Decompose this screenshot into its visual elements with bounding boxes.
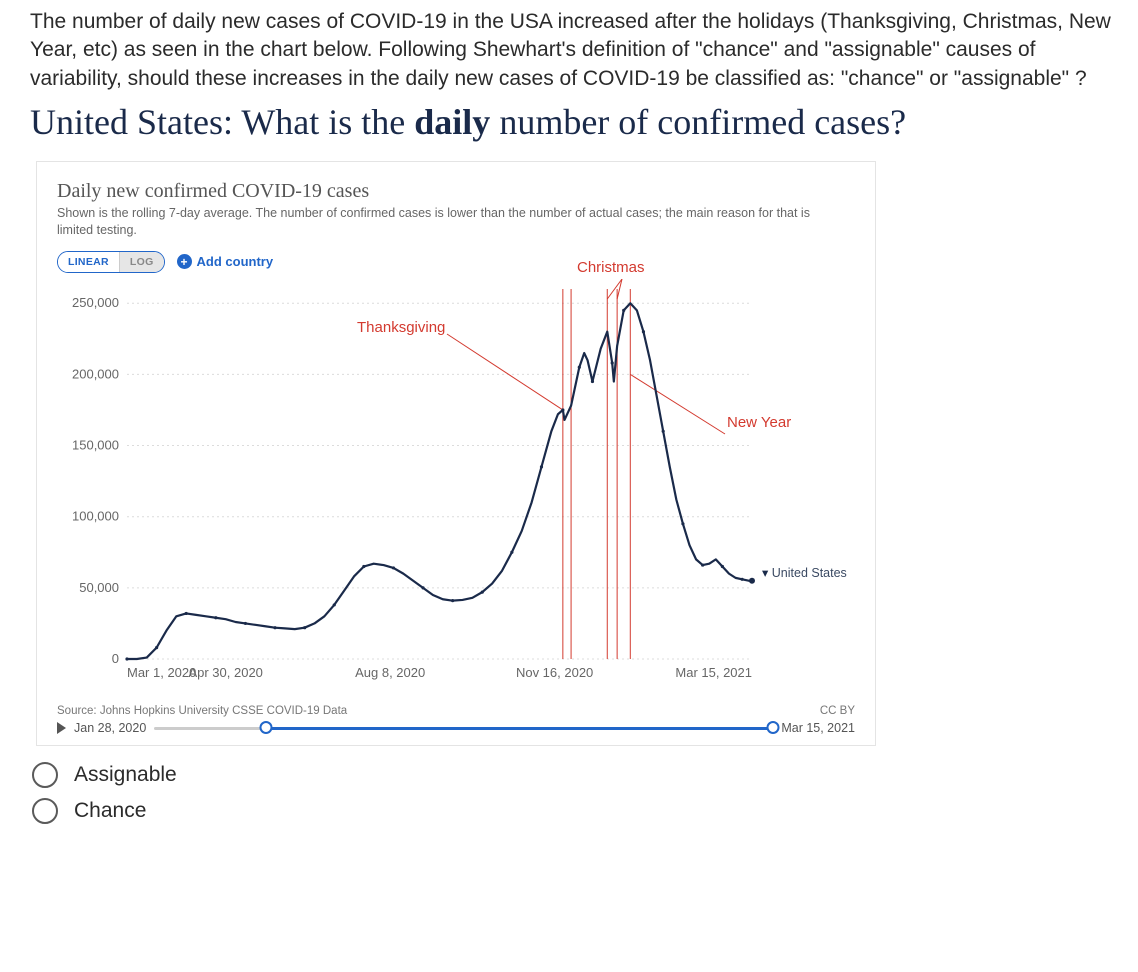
title-suffix: number of confirmed cases? bbox=[490, 102, 906, 142]
time-slider: Jan 28, 2020 Mar 15, 2021 bbox=[57, 721, 855, 735]
svg-text:50,000: 50,000 bbox=[79, 580, 119, 595]
svg-text:Nov 16, 2020: Nov 16, 2020 bbox=[516, 665, 593, 680]
annot-thanksgiving: Thanksgiving bbox=[357, 319, 445, 336]
svg-text:200,000: 200,000 bbox=[72, 366, 119, 381]
svg-text:0: 0 bbox=[112, 651, 119, 666]
svg-text:Mar 1, 2020: Mar 1, 2020 bbox=[127, 665, 196, 680]
answer-options: Assignable Chance bbox=[32, 762, 1118, 824]
svg-text:Apr 30, 2020: Apr 30, 2020 bbox=[188, 665, 262, 680]
slider-track[interactable] bbox=[154, 721, 773, 735]
chart-main-title: United States: What is the daily number … bbox=[30, 101, 1118, 143]
slider-start-label: Jan 28, 2020 bbox=[74, 721, 146, 735]
series-label: ▾ United States bbox=[762, 565, 847, 580]
svg-text:Mar 15, 2021: Mar 15, 2021 bbox=[675, 665, 752, 680]
slider-end-label: Mar 15, 2021 bbox=[781, 721, 855, 735]
svg-text:Aug 8, 2020: Aug 8, 2020 bbox=[355, 665, 425, 680]
source-text: Source: Johns Hopkins University CSSE CO… bbox=[57, 705, 347, 717]
linear-toggle[interactable]: LINEAR bbox=[58, 252, 119, 272]
slider-thumb-end[interactable] bbox=[767, 721, 780, 734]
play-icon[interactable] bbox=[57, 722, 66, 734]
option-chance[interactable]: Chance bbox=[32, 798, 1118, 824]
title-bold: daily bbox=[414, 102, 490, 142]
cc-by[interactable]: CC BY bbox=[820, 705, 855, 717]
chart-controls: LINEAR LOG + Add country bbox=[57, 251, 855, 273]
radio-icon[interactable] bbox=[32, 798, 58, 824]
add-country-label: Add country bbox=[197, 254, 274, 269]
plus-icon: + bbox=[177, 254, 192, 269]
svg-text:150,000: 150,000 bbox=[72, 437, 119, 452]
radio-icon[interactable] bbox=[32, 762, 58, 788]
annot-christmas: Christmas bbox=[577, 259, 645, 276]
question-text: The number of daily new cases of COVID-1… bbox=[30, 8, 1118, 93]
svg-text:100,000: 100,000 bbox=[72, 508, 119, 523]
source-row: Source: Johns Hopkins University CSSE CO… bbox=[57, 705, 855, 717]
option-label: Assignable bbox=[74, 763, 177, 787]
card-subtext: Shown is the rolling 7-day average. The … bbox=[57, 205, 817, 239]
annot-newyear: New Year bbox=[727, 414, 791, 431]
add-country-button[interactable]: + Add country bbox=[177, 254, 274, 269]
svg-text:250,000: 250,000 bbox=[72, 295, 119, 310]
scale-toggle: LINEAR LOG bbox=[57, 251, 165, 273]
title-prefix: United States: What is the bbox=[30, 102, 414, 142]
series-name: United States bbox=[772, 566, 847, 580]
log-toggle[interactable]: LOG bbox=[119, 252, 164, 272]
chart-card: Daily new confirmed COVID-19 cases Shown… bbox=[36, 161, 876, 746]
slider-thumb-start[interactable] bbox=[259, 721, 272, 734]
option-label: Chance bbox=[74, 799, 146, 823]
plot-area: 0 50,000 100,000 150,000 200,000 250,000 Mar 1… bbox=[57, 279, 855, 699]
option-assignable[interactable]: Assignable bbox=[32, 762, 1118, 788]
chart-svg: 0 50,000 100,000 150,000 200,000 250,000 Mar 1… bbox=[57, 279, 857, 699]
card-heading: Daily new confirmed COVID-19 cases bbox=[57, 180, 855, 203]
